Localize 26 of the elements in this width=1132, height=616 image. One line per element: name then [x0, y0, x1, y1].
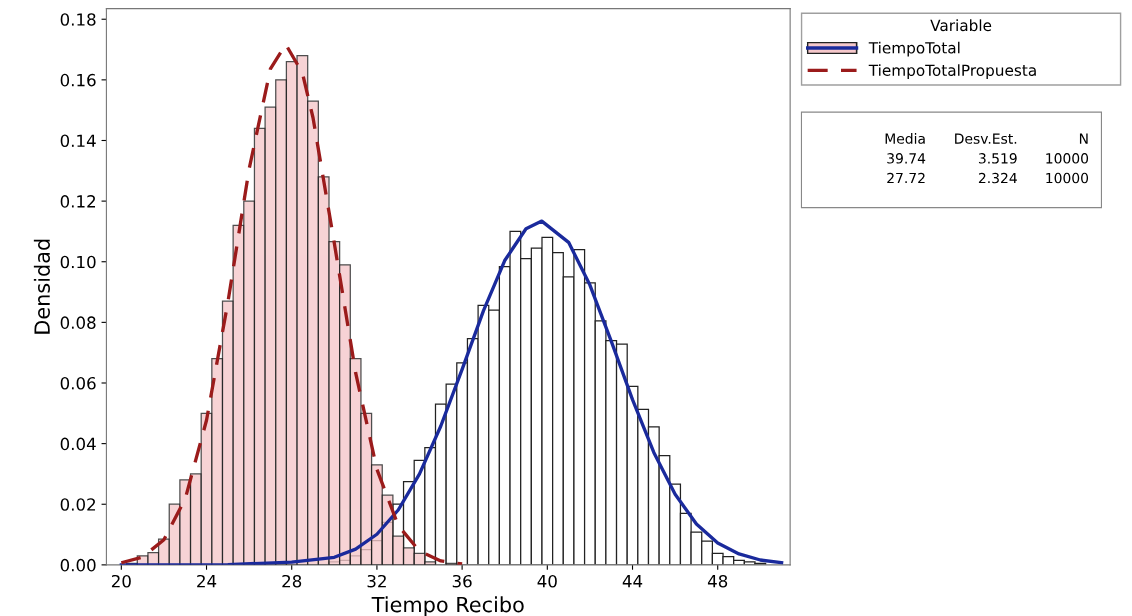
- y-tick-label: 0.12: [60, 195, 96, 208]
- y-axis-title: Densidad: [33, 239, 50, 334]
- x-tick-label: 20: [111, 574, 131, 588]
- legend-title: Variable: [930, 19, 992, 32]
- y-tick-label: 0.04: [60, 437, 96, 451]
- y-tick-label: 0.08: [60, 316, 96, 329]
- text: Media Desv.Est. N: [885, 133, 1088, 144]
- x-tick-label: 40: [537, 574, 557, 588]
- y-tick-label: 0.06: [60, 376, 96, 390]
- x-tick-label: 28: [282, 574, 302, 588]
- x-tick-label: 32: [367, 574, 386, 588]
- legend-label: TiempoTotal: [868, 41, 960, 57]
- x-tick-label: 36: [452, 574, 472, 588]
- y-tick-label: 0.02: [60, 498, 96, 511]
- y-tick-label: 0.16: [60, 73, 96, 87]
- text: 39.74 3.519 10000: [887, 153, 1089, 164]
- y-tick-label: 0.18: [60, 13, 96, 26]
- y-tick-label: 0.00: [60, 558, 96, 572]
- legend-label: TiempoTotalPropuesta: [868, 64, 1036, 79]
- x-axis-title: Tiempo Recibo: [371, 596, 524, 616]
- x-tick-label: 44: [622, 575, 643, 588]
- text: 27.72 2.324 10000: [887, 172, 1089, 184]
- y-tick-label: 0.10: [60, 255, 96, 269]
- x-tick-label: 24: [197, 574, 217, 588]
- y-tick-label: 0.14: [60, 134, 96, 148]
- x-tick-label: 48: [707, 574, 728, 588]
